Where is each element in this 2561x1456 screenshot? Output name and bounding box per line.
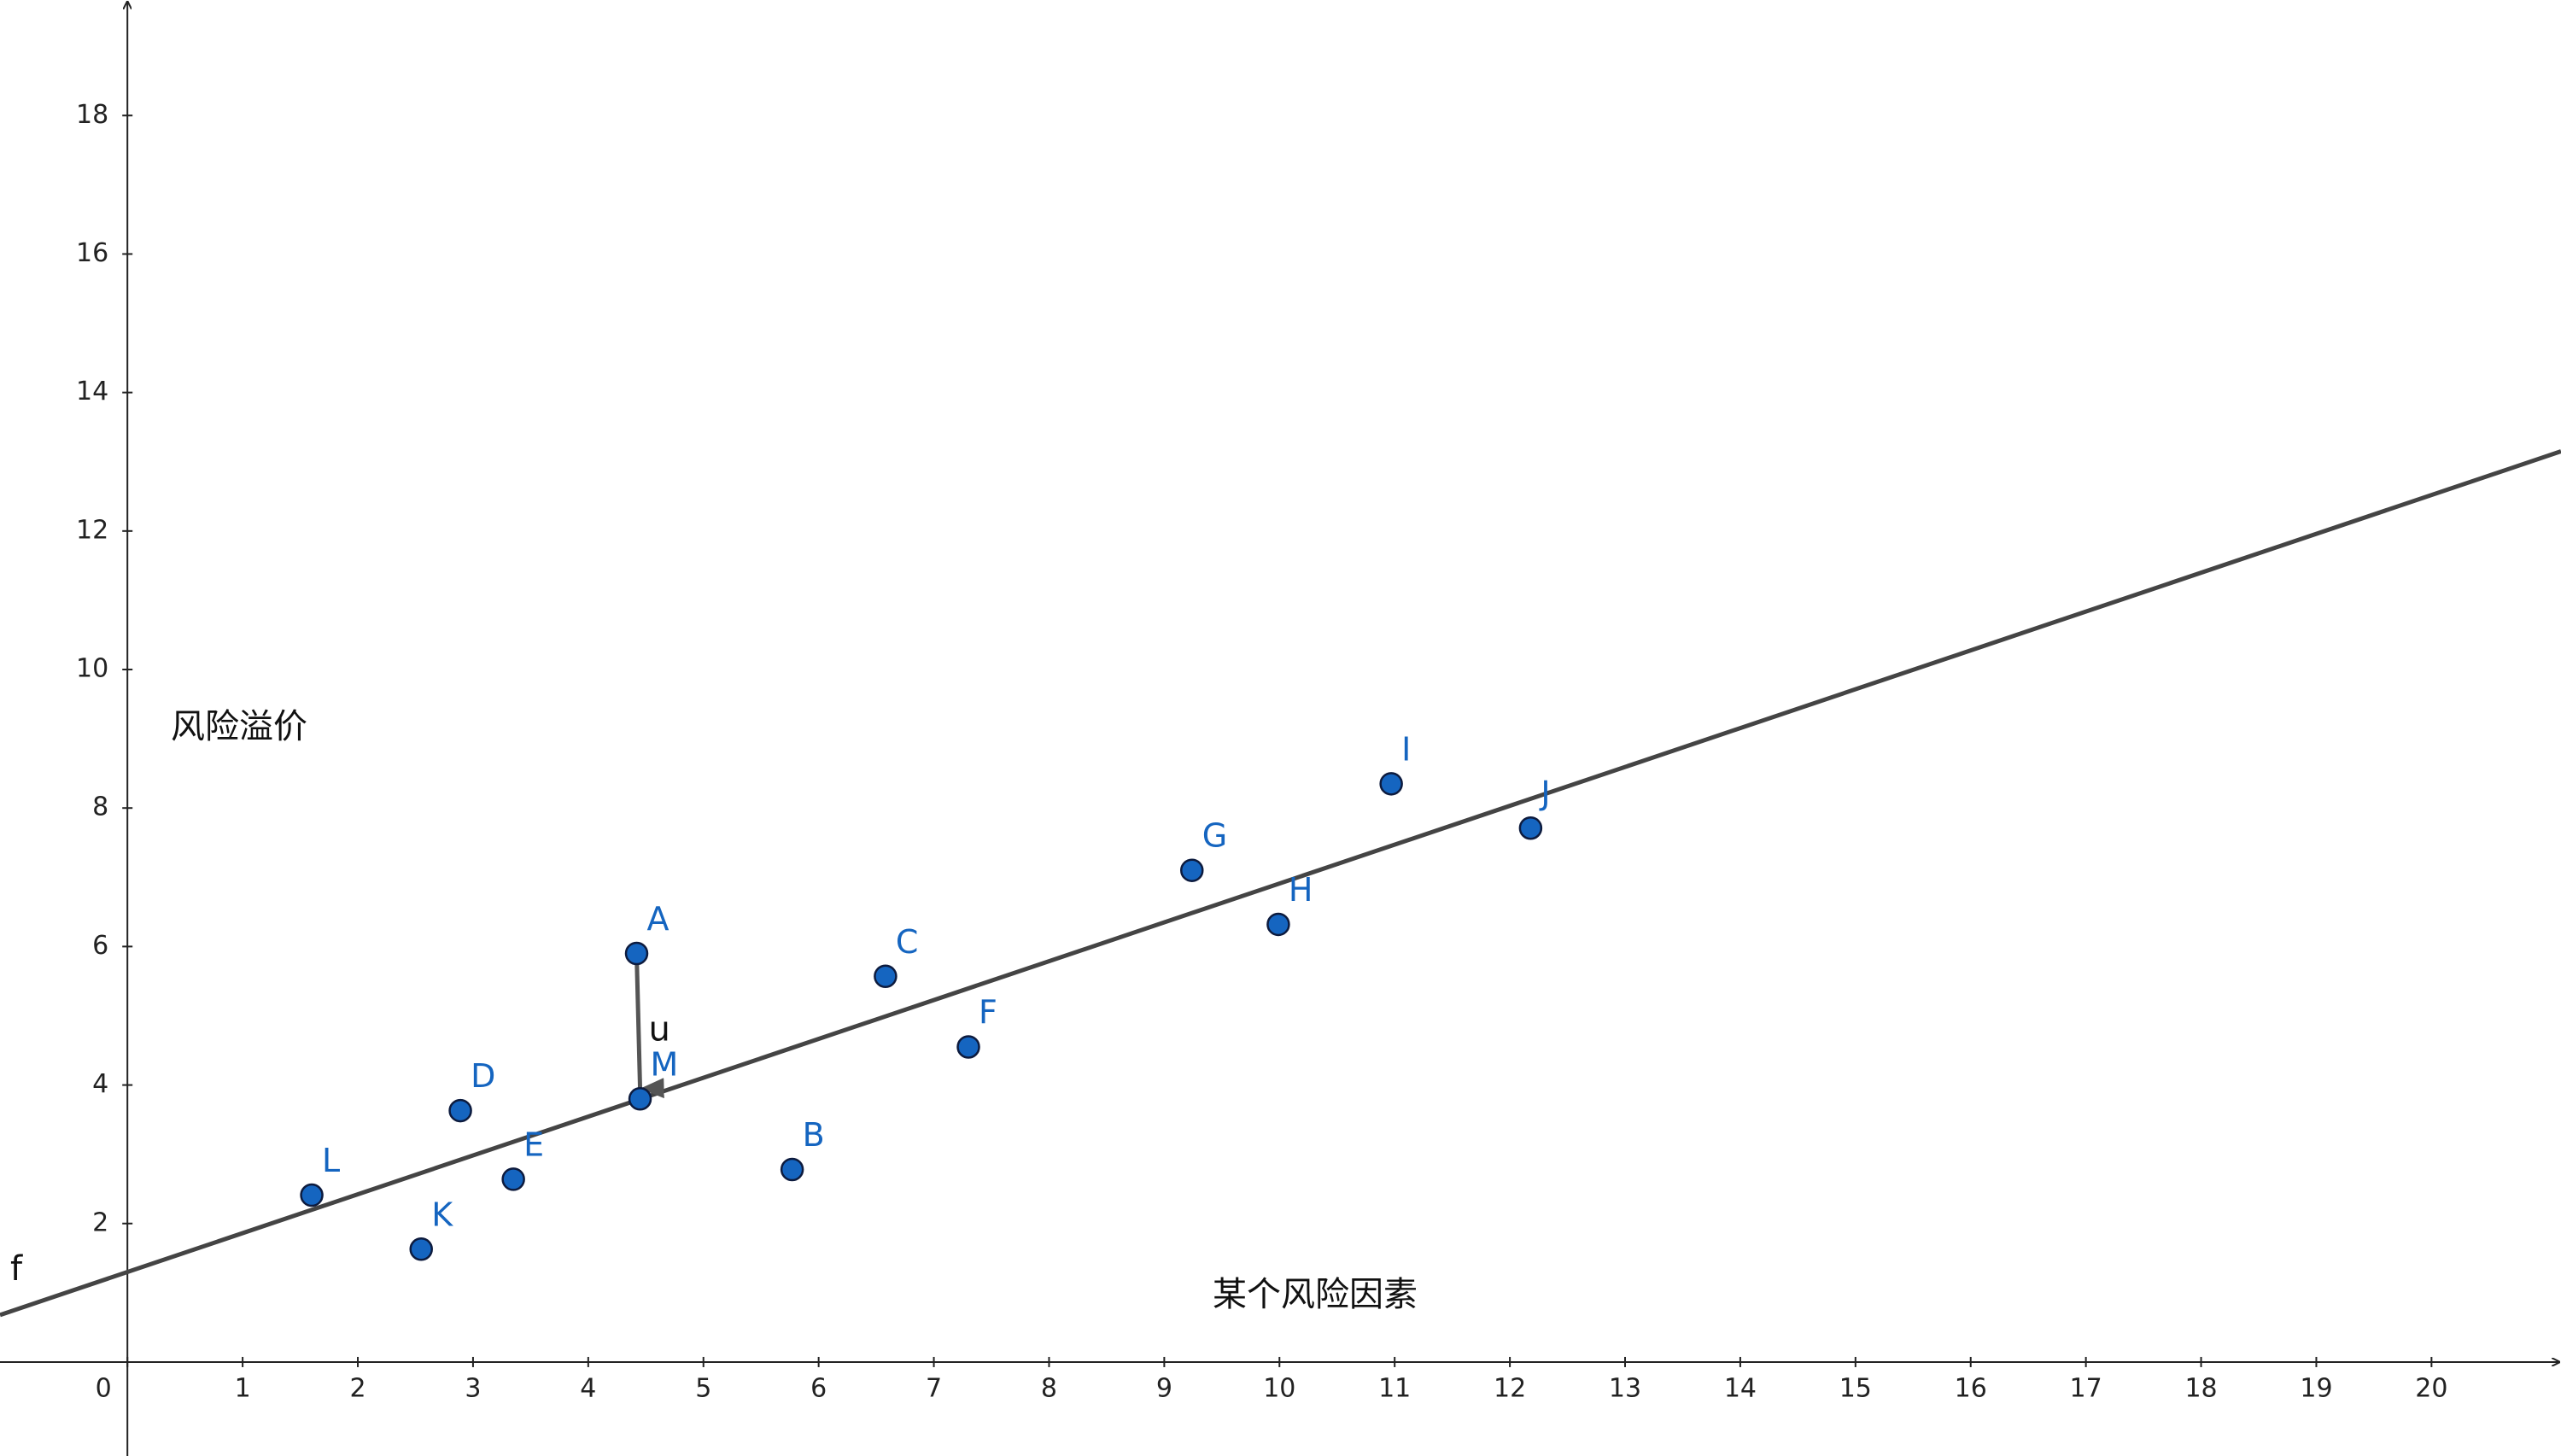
vector-label: u [649,1010,670,1050]
y-tick-label: 2 [92,1207,108,1237]
y-tick-label: 8 [92,792,108,822]
point-label: D [471,1057,495,1095]
y-tick-label: 12 [76,515,108,545]
y-tick-label: 10 [76,654,108,684]
x-tick-label: 1 [235,1373,251,1403]
point-label: G [1202,817,1227,855]
x-axis-label: 某个风险因素 [1213,1275,1418,1314]
y-tick-label: 6 [92,931,108,961]
point [874,964,898,989]
point [628,1087,652,1111]
point-label: F [979,993,997,1031]
x-tick-label: 2 [349,1373,365,1403]
y-tick-label: 14 [76,377,108,406]
vector [634,953,664,1099]
point [780,1157,804,1182]
point [1266,912,1290,937]
x-tick-label: 19 [2300,1373,2332,1403]
point-label: E [523,1126,544,1163]
point-label: C [896,923,919,961]
point-label: K [431,1196,453,1233]
y-tick-label: 18 [76,100,108,130]
point [1180,858,1204,882]
x-tick-label: 4 [580,1373,596,1403]
point [501,1167,525,1191]
x-tick-label: 16 [1955,1373,1987,1403]
y-axis-label: 风险溢价 [171,707,307,746]
x-tick-label: 11 [1378,1373,1411,1403]
x-tick-label: 20 [2415,1373,2447,1403]
point-label: I [1401,730,1411,768]
point [448,1098,472,1123]
y-tick-label: 16 [76,238,108,268]
point-label: A [647,900,669,938]
x-tick-label: 18 [2184,1373,2217,1403]
x-tick-label: 0 [96,1373,112,1403]
regression-line [0,449,2561,1318]
x-tick-label: 14 [1724,1373,1757,1403]
point [1379,772,1403,796]
point-label: J [1539,775,1550,812]
point-label: H [1289,871,1313,909]
point-label: M [651,1045,679,1083]
point [956,1035,980,1059]
point [624,941,649,966]
point [409,1237,433,1261]
y-tick-label: 4 [92,1069,108,1099]
x-tick-label: 13 [1609,1373,1641,1403]
x-tick-label: 7 [926,1373,942,1403]
point [300,1183,324,1207]
x-tick-label: 9 [1156,1373,1172,1403]
x-tick-label: 12 [1494,1373,1526,1403]
point-label: B [803,1116,825,1154]
x-tick-label: 8 [1041,1373,1057,1403]
x-tick-label: 5 [695,1373,711,1403]
x-tick-label: 15 [1839,1373,1872,1403]
x-tick-label: 3 [465,1373,481,1403]
x-tick-label: 17 [2070,1373,2102,1403]
x-tick-label: 10 [1263,1373,1295,1403]
line-label: f [10,1249,23,1289]
point [1518,816,1543,840]
x-tick-label: 6 [810,1373,827,1403]
point-label: L [322,1142,340,1179]
